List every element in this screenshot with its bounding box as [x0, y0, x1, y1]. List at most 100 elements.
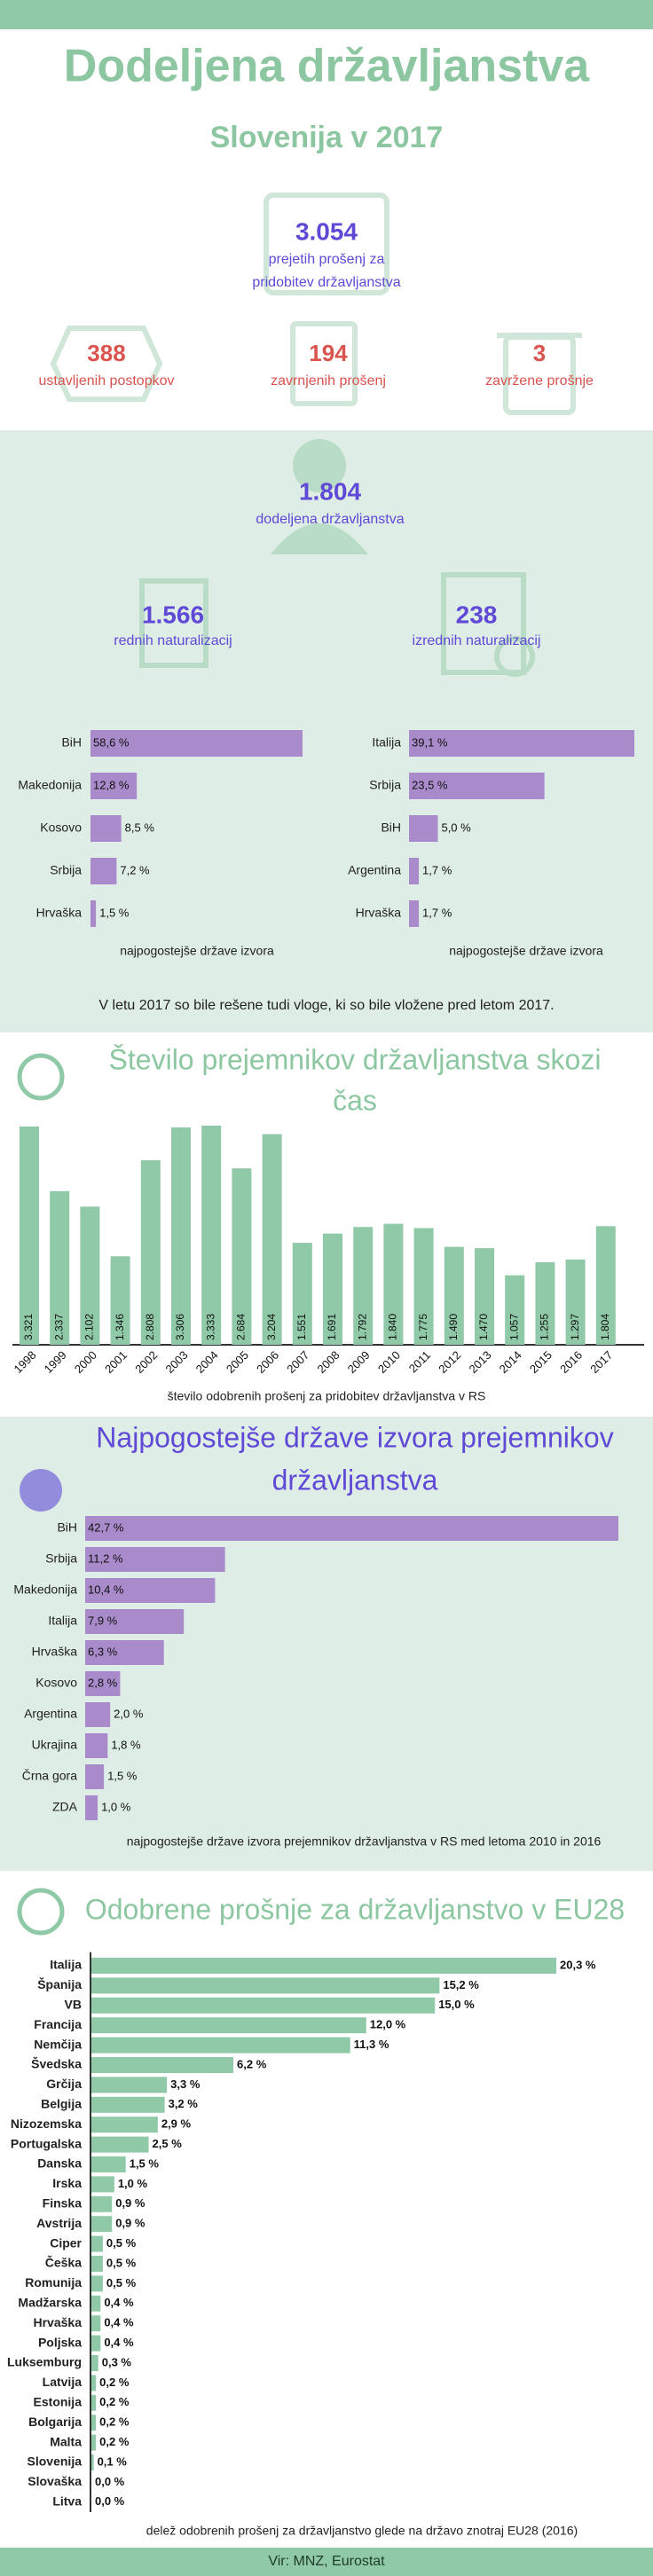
- bar: [91, 1977, 440, 1994]
- y-tick-label: Estonija: [34, 2395, 83, 2409]
- chart-title: Najpogostejše države izvora prejemnikov: [96, 1421, 613, 1453]
- value-label: 0,9 %: [115, 2217, 146, 2230]
- y-tick-label: Italija: [372, 735, 401, 750]
- stat-label: zavržene prošnje: [485, 373, 594, 389]
- bar: [91, 2415, 97, 2431]
- bar: [91, 2454, 94, 2470]
- bar: [110, 1256, 130, 1345]
- x-tick-label: 2015: [527, 1348, 555, 1376]
- value-label: 1.057: [507, 1314, 520, 1340]
- x-tick-label: 2001: [102, 1348, 130, 1376]
- chart-title: Odobrene prošnje za državljanstvo v EU28: [85, 1893, 625, 1925]
- value-label: 2.684: [235, 1314, 248, 1340]
- bar: [85, 1764, 105, 1789]
- value-label: 11,3 %: [354, 2038, 389, 2051]
- y-tick-label: Slovaška: [28, 2474, 82, 2488]
- value-label: 1.775: [417, 1314, 429, 1340]
- y-tick-label: Hrvaška: [32, 1645, 78, 1659]
- bar: [353, 1227, 374, 1345]
- value-label: 7,9 %: [88, 1614, 118, 1627]
- value-label: 0,5 %: [106, 2236, 137, 2250]
- value-label: 2,0 %: [114, 1707, 144, 1720]
- value-label: 0,2 %: [99, 2395, 130, 2408]
- value-label: 1.691: [326, 1314, 338, 1340]
- value-label: 1.490: [447, 1314, 460, 1340]
- x-tick-label: 2000: [72, 1348, 99, 1376]
- value-label: 0,0 %: [95, 2475, 125, 2488]
- value-label: 8,5 %: [125, 821, 155, 834]
- value-label: 11,2 %: [88, 1551, 123, 1565]
- chart-title: državljanstva: [272, 1464, 438, 1496]
- value-label: 0,4 %: [104, 2336, 134, 2349]
- value-label: 3,3 %: [170, 2077, 201, 2091]
- value-label: 1,5 %: [107, 1769, 138, 1782]
- x-tick-label: 2017: [587, 1348, 615, 1376]
- value-label: 0,2 %: [99, 2415, 130, 2429]
- y-tick-label: BiH: [381, 821, 401, 835]
- stat-value: 194: [309, 340, 348, 366]
- bar: [409, 858, 420, 884]
- stat-value: 1.804: [299, 477, 361, 505]
- value-label: 0,2 %: [99, 2435, 130, 2448]
- x-tick-label: 1999: [42, 1348, 69, 1376]
- bar: [91, 2117, 158, 2133]
- y-tick-label: Argentina: [24, 1707, 77, 1721]
- bar: [85, 1578, 216, 1603]
- value-label: 1,5 %: [130, 2156, 160, 2170]
- chart-caption: najpogostejše države izvora prejemnikov …: [127, 1834, 602, 1849]
- title: Dodeljena državljanstva: [64, 41, 591, 92]
- bar: [85, 1733, 108, 1758]
- x-tick-label: 2014: [497, 1348, 524, 1376]
- value-label: 1.346: [114, 1314, 126, 1340]
- bar: [80, 1206, 100, 1345]
- y-tick-label: Malta: [50, 2434, 82, 2448]
- value-label: 12,8 %: [93, 778, 130, 791]
- stat-label: rednih naturalizacij: [114, 633, 232, 648]
- bar: [91, 2355, 98, 2371]
- bar: [91, 2017, 366, 2034]
- value-label: 6,2 %: [237, 2057, 267, 2070]
- stat-label: zavrnjenih prošenj: [271, 373, 386, 389]
- bar: [91, 2037, 350, 2054]
- y-tick-label: Kosovo: [35, 1676, 77, 1690]
- bar: [91, 1958, 556, 1974]
- bar: [444, 1246, 464, 1345]
- bar: [91, 2335, 101, 2352]
- value-label: 12,0 %: [370, 2018, 406, 2031]
- bar: [85, 1795, 98, 1820]
- value-label: 10,4 %: [88, 1583, 124, 1596]
- note: V letu 2017 so bile rešene tudi vloge, k…: [98, 998, 554, 1013]
- subtitle: Slovenija v 2017: [210, 121, 444, 154]
- bar: [91, 2235, 103, 2252]
- y-tick-label: Ukrajina: [32, 1738, 78, 1752]
- value-label: 3,2 %: [169, 2097, 199, 2110]
- y-tick-label: Bolgarija: [28, 2415, 82, 2429]
- y-tick-label: Hrvaška: [34, 2315, 83, 2329]
- y-tick-label: Luksemburg: [7, 2355, 82, 2369]
- x-tick-label: 2013: [466, 1348, 493, 1376]
- y-tick-label: Makedonija: [18, 778, 82, 792]
- value-label: 0,4 %: [104, 2316, 134, 2329]
- value-label: 1,0 %: [118, 2177, 148, 2190]
- bar: [91, 2315, 101, 2332]
- bar: [91, 2057, 234, 2073]
- y-tick-label: Latvija: [43, 2375, 83, 2389]
- value-label: 1,8 %: [111, 1738, 141, 1751]
- value-label: 3.306: [174, 1314, 186, 1340]
- value-label: 1.551: [295, 1314, 308, 1340]
- bar: [85, 1702, 111, 1727]
- bar: [201, 1126, 222, 1345]
- y-tick-label: Španija: [37, 1976, 82, 1991]
- y-tick-label: Italija: [48, 1614, 77, 1628]
- bar: [91, 2375, 97, 2391]
- y-tick-label: Avstrija: [36, 2216, 82, 2230]
- value-label: 0,2 %: [99, 2376, 130, 2389]
- bar: [85, 1516, 618, 1541]
- y-tick-label: Češka: [45, 2255, 82, 2270]
- x-tick-label: 2005: [224, 1348, 251, 1376]
- y-tick-label: Ciper: [50, 2235, 82, 2250]
- value-label: 39,1 %: [412, 735, 448, 749]
- bar: [85, 1547, 225, 1572]
- value-label: 0,9 %: [115, 2196, 146, 2210]
- stat-value: 3: [533, 340, 546, 366]
